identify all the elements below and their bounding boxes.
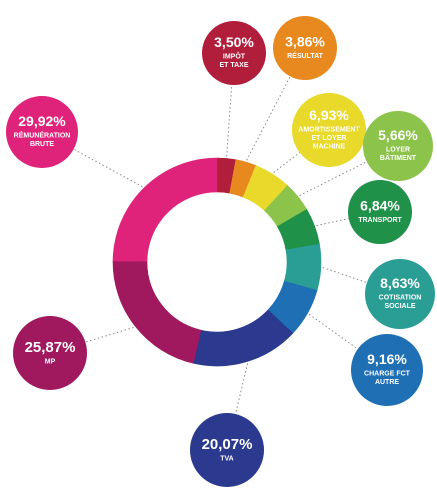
callout-bubble: 25,87% MP (13, 316, 87, 390)
bubble-circle (13, 316, 87, 390)
callout-bubble: 6,84% TRANSPORT (348, 180, 412, 244)
leader-line (316, 218, 349, 226)
slice-category-label: SOCIALE (384, 303, 415, 310)
leader-line (85, 326, 134, 343)
slice-value-label: 25,87% (25, 339, 76, 356)
slice-category-label: TVA (220, 455, 233, 462)
slice-category-label: COTISATION (379, 295, 422, 302)
leader-line (73, 148, 143, 188)
slice-category-label: ET TAXE (219, 62, 248, 69)
bubble-circle (351, 334, 423, 406)
slice-value-label: 5,66% (378, 127, 418, 143)
slice-category-label: AMORTISSEMENT (298, 126, 360, 133)
slice-value-label: 6,93% (309, 107, 349, 123)
callout-bubble: 20,07% TVA (190, 413, 264, 487)
slice-value-label: 3,50% (214, 34, 254, 50)
slice-value-label: 3,86% (285, 33, 325, 49)
leader-line (235, 363, 249, 415)
slice-category-label: MACHINE (313, 143, 346, 150)
slice-value-label: 20,07% (202, 436, 253, 453)
slice-value-label: 8,63% (380, 275, 420, 291)
slice-category-label: BÂTIMENT (380, 153, 417, 162)
slice-category-label: BRUTE (30, 141, 54, 148)
leader-line (273, 152, 300, 173)
donut-slice (112, 157, 218, 262)
bubble-circle (202, 21, 266, 85)
bubble-circle (292, 93, 366, 167)
leader-line (226, 84, 233, 157)
bubble-circle (273, 16, 337, 80)
slice-value-label: 29,92% (18, 113, 66, 129)
slice-category-label: LOYER (386, 147, 410, 154)
callout-bubble: 3,86% RÉSULTAT (273, 16, 337, 80)
slice-category-label: RÉMUNÉRATION (14, 131, 71, 140)
donut-ring (112, 157, 322, 367)
slice-category-label: CHARGE FCT (364, 371, 411, 378)
slice-category-label: MP (45, 358, 56, 365)
bubble-circle (190, 413, 264, 487)
slice-category-label: RÉSULTAT (287, 51, 323, 60)
bubble-circle (348, 180, 412, 244)
slice-value-label: 9,16% (367, 351, 407, 367)
leader-lines (73, 76, 368, 415)
donut-slice (112, 260, 202, 364)
leader-line (308, 313, 359, 350)
leader-line (322, 267, 368, 284)
leader-line (299, 161, 367, 196)
slice-category-label: IMPÔT (223, 52, 246, 61)
slice-category-label: TRANSPORT (358, 217, 402, 224)
slice-value-label: 6,84% (360, 197, 400, 213)
bubble-circle (363, 111, 433, 181)
slice-category-label: ET LOYER (311, 135, 346, 142)
bubble-circle (365, 259, 435, 329)
bubble-circle (6, 96, 78, 168)
leader-line (246, 76, 291, 161)
slice-category-label: AUTRE (375, 379, 399, 386)
